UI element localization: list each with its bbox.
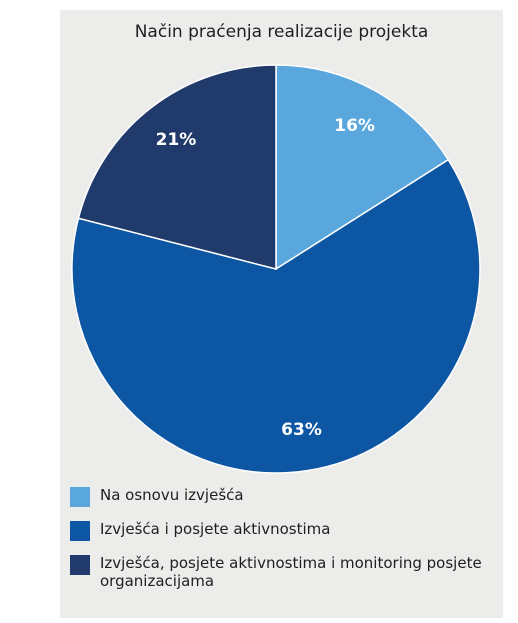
slice-label-2: 63%: [281, 420, 322, 440]
pie-slice-3: [77, 64, 277, 270]
slice-label-1: 16%: [334, 116, 375, 136]
legend: Na osnovu izvješća Izvješća i posjete akt…: [70, 486, 490, 606]
pie-slice-1: [275, 64, 450, 271]
legend-swatch: [70, 487, 90, 507]
legend-swatch: [70, 521, 90, 541]
pie-slice-2: [71, 158, 481, 474]
legend-swatch: [70, 555, 90, 575]
legend-label: Na osnovu izvješća: [100, 486, 244, 504]
chart-title: Način praćenja realizacije projekta: [134, 22, 429, 42]
pie-chart: 16% 63% 21%: [71, 64, 481, 474]
legend-label: Izvješća i posjete aktivnostima: [100, 520, 331, 538]
legend-item-1: Na osnovu izvješća: [70, 486, 490, 507]
legend-label: Izvješća, posjete aktivnostima i monitor…: [100, 554, 482, 590]
legend-item-2: Izvješća i posjete aktivnostima: [70, 520, 490, 541]
slice-label-3: 21%: [156, 130, 197, 150]
legend-item-3: Izvješća, posjete aktivnostima i monitor…: [70, 554, 490, 590]
